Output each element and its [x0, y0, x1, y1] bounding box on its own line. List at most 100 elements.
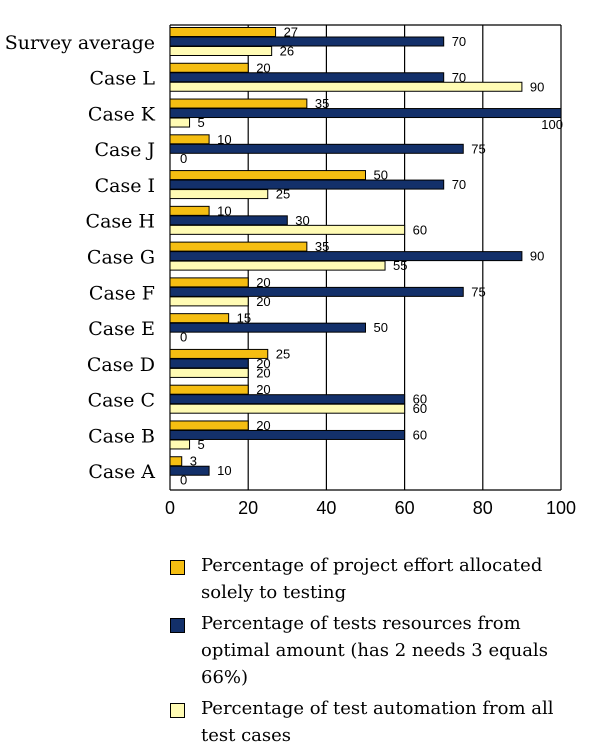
category-label: Case D: [87, 354, 155, 376]
value-label: 35: [315, 239, 329, 254]
value-label: 90: [530, 79, 544, 94]
value-label: 30: [295, 213, 309, 228]
bar: [169, 224, 406, 235]
category-label: Case I: [95, 175, 155, 197]
value-label: 25: [276, 187, 290, 202]
bar: [169, 179, 445, 190]
legend-label-testing-effort: Percentage of project effort allocated s…: [201, 555, 543, 603]
bar: [169, 348, 269, 359]
x-tick-label: 0: [165, 498, 175, 518]
category-label: Survey average: [5, 32, 155, 54]
legend-label-test-resources: Percentage of tests resources from optim…: [201, 613, 548, 688]
bar: [169, 46, 273, 56]
value-label: 10: [217, 203, 231, 218]
bar: [169, 241, 308, 252]
category-label: Case K: [88, 103, 156, 125]
chart-legend: Percentage of project effort allocated s…: [170, 552, 590, 753]
category-label: Case J: [94, 139, 155, 161]
x-tick-label: 60: [395, 498, 415, 518]
bar: [169, 251, 523, 262]
value-label: 20: [256, 294, 270, 309]
bar: [169, 296, 249, 307]
bar: [169, 403, 406, 414]
legend-item-test-resources: Percentage of tests resources from optim…: [170, 610, 590, 691]
value-label: 70: [452, 177, 466, 192]
value-label: 60: [413, 392, 427, 407]
bar: [169, 277, 249, 288]
value-label: 20: [256, 382, 270, 397]
value-label: 60: [413, 427, 427, 442]
category-label: Case A: [88, 461, 155, 483]
value-label: 20: [256, 275, 270, 290]
value-label: 27: [284, 25, 298, 40]
bar: [169, 205, 210, 216]
value-label: 5: [198, 437, 205, 452]
bar: [169, 72, 445, 83]
bar: [169, 420, 249, 431]
bar: [169, 108, 562, 119]
legend-swatch-test-resources: [170, 618, 185, 633]
legend-swatch-testing-effort: [170, 560, 185, 575]
bar: [169, 456, 183, 467]
value-label: 10: [217, 132, 231, 147]
legend-label-test-automation: Percentage of test automation from all t…: [201, 698, 554, 746]
value-label: 5: [198, 115, 205, 130]
category-label: Case B: [88, 425, 155, 447]
bar: [169, 62, 249, 73]
value-label: 35: [315, 96, 329, 111]
value-label: 55: [393, 258, 407, 273]
value-label: 50: [374, 320, 388, 335]
value-label: 26: [280, 44, 294, 59]
bar: [169, 286, 464, 297]
bar: [169, 429, 406, 440]
bar: [169, 27, 277, 37]
value-label: 60: [413, 401, 427, 416]
x-tick-label: 100: [546, 498, 576, 518]
value-label: 60: [413, 222, 427, 237]
value-label: 10: [217, 463, 231, 478]
bar: [169, 394, 406, 405]
value-label: 0: [180, 473, 187, 488]
bar: [169, 81, 523, 92]
value-label: 15: [237, 311, 251, 326]
bar: [169, 465, 210, 476]
legend-item-testing-effort: Percentage of project effort allocated s…: [170, 552, 590, 606]
bar: [169, 170, 366, 181]
x-tick-label: 40: [316, 498, 336, 518]
value-label: 90: [530, 249, 544, 264]
bar: [169, 358, 249, 369]
value-label: 50: [374, 168, 388, 183]
value-label: 20: [256, 60, 270, 75]
category-label: Case G: [87, 247, 155, 269]
category-label: Case E: [88, 318, 155, 340]
bar: [169, 134, 210, 145]
bar: [169, 322, 366, 333]
value-label: 3: [190, 454, 197, 469]
bar: [169, 367, 249, 378]
category-label: Case H: [86, 211, 155, 233]
value-label: 70: [452, 34, 466, 49]
x-tick-label: 80: [473, 498, 493, 518]
bar: [169, 36, 445, 47]
bar: [169, 117, 191, 128]
x-tick-label: 20: [238, 498, 258, 518]
category-label: Case L: [89, 68, 155, 90]
bar: [169, 215, 288, 226]
value-label: 75: [471, 141, 485, 156]
value-label: 0: [180, 151, 187, 166]
value-label: 0: [180, 330, 187, 345]
bar: [169, 143, 464, 154]
legend-item-test-automation: Percentage of test automation from all t…: [170, 695, 590, 749]
bar: [169, 313, 230, 324]
value-label: 100: [541, 117, 563, 132]
legend-swatch-test-automation: [170, 703, 185, 718]
category-label: Case C: [88, 390, 155, 412]
value-label: 25: [276, 346, 290, 361]
value-label: 75: [471, 284, 485, 299]
value-label: 20: [256, 365, 270, 380]
bar: [169, 260, 386, 271]
bar: [169, 189, 269, 200]
value-label: 20: [256, 418, 270, 433]
category-label: Case F: [89, 282, 155, 304]
